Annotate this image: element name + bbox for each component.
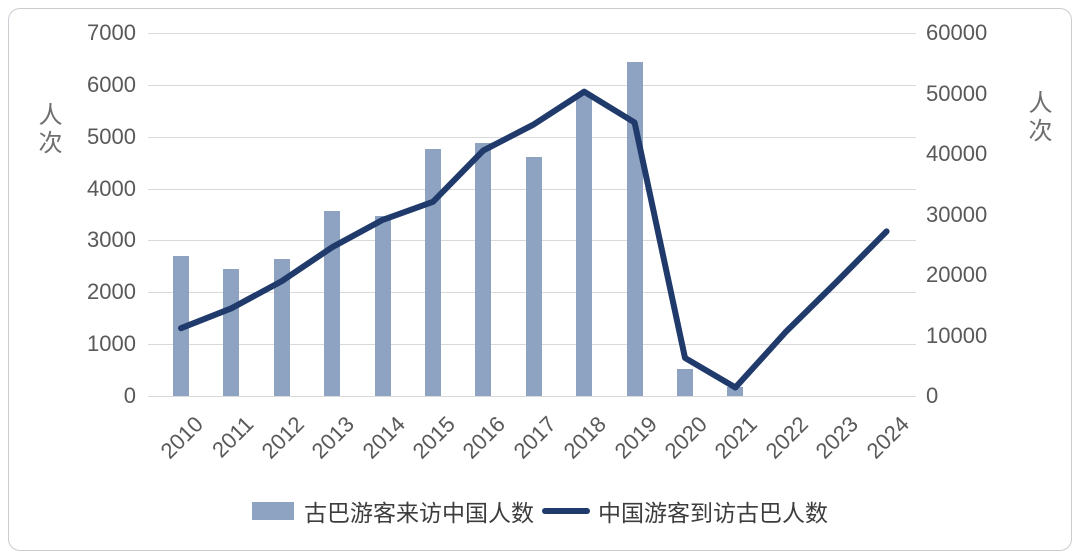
bar-2021 — [727, 387, 744, 396]
right-ytick-20000: 20000 — [926, 262, 988, 287]
legend-item-line-series: 中国游客到访古巴人数 — [534, 494, 828, 528]
left-axis-title: 人次 — [34, 102, 61, 158]
left-ytick-4000: 4000 — [87, 175, 136, 201]
legend: 古巴游客来访中国人数 中国游客到访古巴人数 — [9, 494, 1071, 528]
gridline-6000 — [148, 84, 916, 86]
plot-area: 人次 人次 0 1000 2000 3000 4000 5000 6000 7000 0 1000… — [9, 9, 1071, 550]
left-ytick-0: 0 — [123, 383, 136, 408]
legend-label-bar-series: 古巴游客来访中国人数 — [304, 500, 534, 526]
right-ytick-40000: 40000 — [926, 141, 988, 166]
right-axis-title: 人次 — [1024, 90, 1051, 146]
gridline-7000 — [148, 33, 916, 34]
bar-2016 — [475, 142, 492, 396]
left-ytick-1000: 1000 — [87, 331, 136, 357]
right-ytick-60000: 60000 — [926, 20, 988, 45]
legend-label-line-series: 中国游客到访古巴人数 — [598, 500, 828, 526]
left-ytick-6000: 6000 — [87, 71, 136, 97]
bar-2015 — [425, 149, 441, 396]
line-series-swatch-icon — [542, 508, 590, 514]
left-ytick-5000: 5000 — [87, 123, 136, 149]
bar-series-swatch-icon — [252, 502, 294, 520]
left-ytick-7000: 7000 — [87, 20, 136, 45]
right-ytick-10000: 10000 — [926, 322, 988, 348]
right-ytick-50000: 50000 — [926, 80, 988, 106]
right-ytick-0: 0 — [926, 383, 939, 408]
gridline-5000 — [148, 136, 916, 138]
bar-2011 — [223, 268, 240, 396]
line-path — [178, 88, 890, 391]
bar-2018 — [576, 92, 593, 396]
line-series — [178, 88, 890, 391]
bar-2014 — [374, 216, 391, 396]
left-ytick-3000: 3000 — [87, 227, 136, 253]
bar-2013 — [324, 210, 341, 396]
bar-2012 — [273, 259, 290, 396]
bar-2017 — [525, 156, 542, 396]
bar-2020 — [677, 368, 693, 396]
right-ytick-30000: 30000 — [926, 201, 988, 227]
legend-item-bar-series: 古巴游客来访中国人数 — [252, 494, 534, 528]
gridline-0 — [148, 396, 916, 397]
chart-figure: 人次 人次 0 1000 2000 3000 4000 5000 6000 7000 0 1000… — [8, 8, 1072, 551]
left-ytick-2000: 2000 — [87, 279, 136, 305]
